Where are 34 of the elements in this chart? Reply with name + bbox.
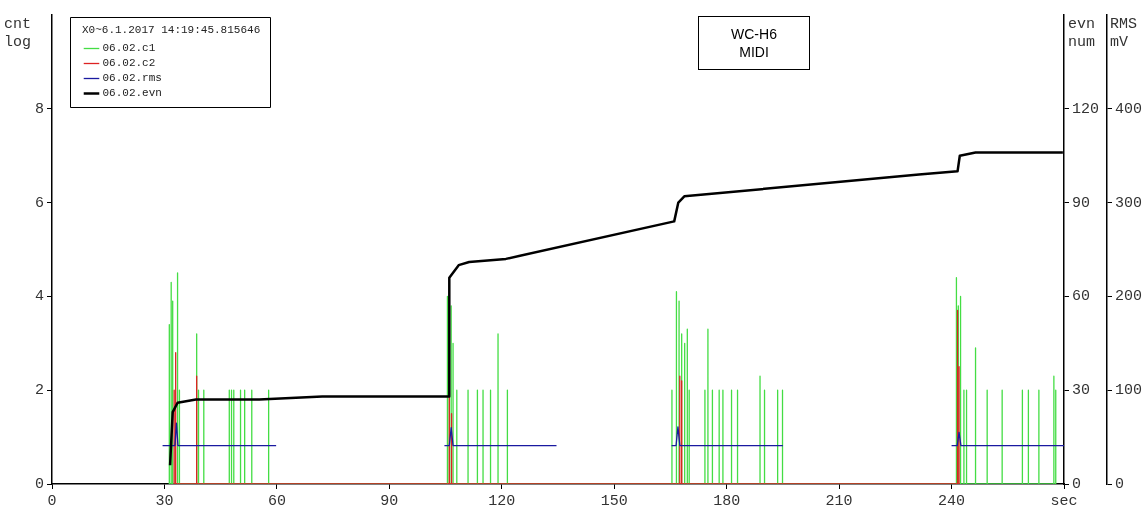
legend-label: 06.02.c1 xyxy=(102,42,156,55)
y2-tick-label: 60 xyxy=(1072,288,1091,306)
y2-tick-label: 90 xyxy=(1072,194,1091,212)
x-tick-label: 210 xyxy=(825,492,853,510)
x-tick-label: 30 xyxy=(155,492,174,510)
y-tick-label: 8 xyxy=(34,100,44,118)
y2-tick-label: 0 xyxy=(1072,475,1082,493)
y3-axis-title: RMS mV xyxy=(1110,16,1138,51)
y3-tick-label: 200 xyxy=(1115,288,1143,306)
legend-title: X0~6.1.2017 14:19:45.815646 xyxy=(82,24,261,37)
x-tick-label: 120 xyxy=(488,492,516,510)
legend-label: 06.02.rms xyxy=(102,72,162,85)
y-tick-label: 2 xyxy=(34,382,44,400)
y-axis-title: cnt log xyxy=(4,16,32,51)
y3-tick-label: 400 xyxy=(1115,100,1143,118)
x-tick-label: 60 xyxy=(267,492,286,510)
y2-tick-label: 30 xyxy=(1072,382,1091,400)
legend-label: 06.02.evn xyxy=(102,87,162,100)
y-tick-label: 4 xyxy=(34,288,44,306)
legend-label: 06.02.c2 xyxy=(102,57,156,70)
x-tick-label: 90 xyxy=(380,492,399,510)
x-tick-label: 180 xyxy=(713,492,741,510)
y2-axis-title: evn num xyxy=(1068,16,1096,51)
y3-tick-label: 300 xyxy=(1115,194,1143,212)
x-tick-label: 150 xyxy=(600,492,628,510)
x-tick-label: 0 xyxy=(47,492,57,510)
y-tick-label: 0 xyxy=(34,475,44,493)
x-tick-label: 240 xyxy=(938,492,966,510)
text: WC-H6 MIDI xyxy=(731,26,777,60)
y-tick-label: 6 xyxy=(34,194,44,212)
y3-tick-label: 0 xyxy=(1115,475,1125,493)
x-tick-label: sec xyxy=(1050,492,1078,510)
y3-tick-label: 100 xyxy=(1115,382,1143,400)
y2-tick-label: 120 xyxy=(1072,100,1100,118)
